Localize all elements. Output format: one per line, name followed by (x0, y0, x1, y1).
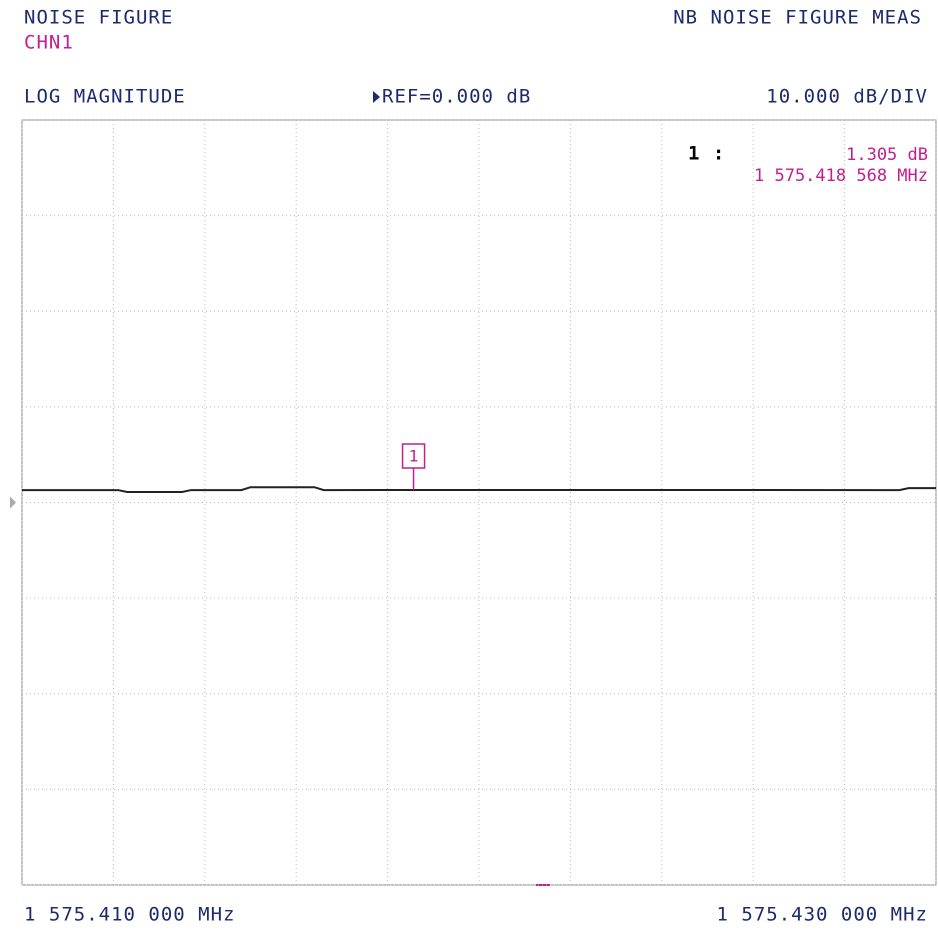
reference-pointer (10, 496, 16, 509)
marker-label: 1 (409, 447, 419, 466)
marker-readout-value: 1.305 dB (846, 145, 928, 165)
marker-box (401, 443, 426, 469)
ref-pointer (373, 91, 380, 103)
marker-readout-freq: 1 575.418 568 MHz (754, 166, 928, 186)
scale: 10.000 dB/DIV (766, 86, 928, 108)
reference: REF=0.000 dB (382, 86, 531, 108)
marker-readout-index: 1 : (688, 143, 725, 165)
title: NOISE FIGURE (24, 7, 173, 29)
trace (22, 486, 936, 493)
start-label: 1 575.410 000 MHz (24, 904, 235, 926)
measurement: NB NOISE FIGURE MEAS (673, 7, 922, 29)
channel: CHN1 (24, 32, 74, 54)
stop-label: 1 575.430 000 MHz (717, 904, 928, 926)
format: LOG MAGNITUDE (24, 86, 186, 108)
